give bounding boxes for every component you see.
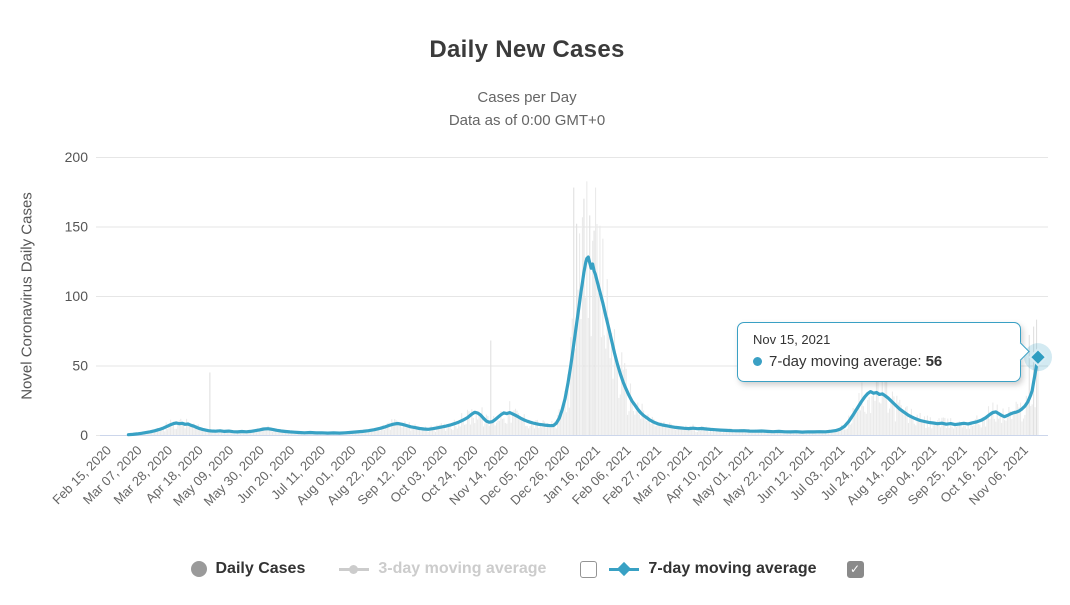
daily-cases-marker-icon xyxy=(190,561,207,577)
tooltip-date: Nov 15, 2021 xyxy=(753,332,831,347)
y-axis-labels: 0 50 100 150 200 xyxy=(65,149,89,443)
7-day-moving-average-line xyxy=(126,255,1040,437)
svg-text:150: 150 xyxy=(65,219,89,235)
svg-text:200: 200 xyxy=(65,149,89,165)
tooltip-series-bullet-icon xyxy=(753,357,762,366)
hover-marker-diamond-icon[interactable] xyxy=(1028,347,1048,367)
checkbox-3-day-moving-average[interactable] xyxy=(580,560,598,578)
tooltip-value: 56 xyxy=(925,353,943,370)
legend-label-7-day-moving-average: 7-day moving average xyxy=(648,560,817,577)
subtitle-line-1: Cases per Day xyxy=(477,89,577,106)
legend-label-daily-cases: Daily Cases xyxy=(215,560,306,577)
legend: Daily Cases 3-day moving average 7-day m… xyxy=(0,560,1054,578)
svg-text:100: 100 xyxy=(65,288,89,304)
legend-item-7-day-moving-average[interactable]: 7-day moving average xyxy=(609,560,817,578)
legend-item-3-day-moving-average[interactable]: 3-day moving average xyxy=(339,560,546,578)
7-day-moving-average-marker-icon xyxy=(609,561,640,577)
tooltip: Nov 15, 2021 7-day moving average: 56 xyxy=(737,322,1030,382)
chart-subtitle: Cases per Day Data as of 0:00 GMT+0 xyxy=(0,86,1054,132)
tooltip-series-label: 7-day moving average: xyxy=(769,353,922,370)
daily-cases-bars xyxy=(127,181,1039,435)
y-axis-title: Novel Coronavirus Daily Cases xyxy=(18,192,36,400)
legend-label-3-day-moving-average: 3-day moving average xyxy=(378,560,547,577)
svg-text:50: 50 xyxy=(72,358,88,374)
3-day-moving-average-marker-icon xyxy=(339,561,370,577)
checkbox-7-day-moving-average[interactable]: ✓ xyxy=(846,560,864,578)
subtitle-line-2: Data as of 0:00 GMT+0 xyxy=(448,112,606,129)
legend-item-daily-cases[interactable]: Daily Cases xyxy=(190,560,306,578)
chart-title: Daily New Cases xyxy=(429,36,625,63)
svg-text:0: 0 xyxy=(80,427,88,443)
